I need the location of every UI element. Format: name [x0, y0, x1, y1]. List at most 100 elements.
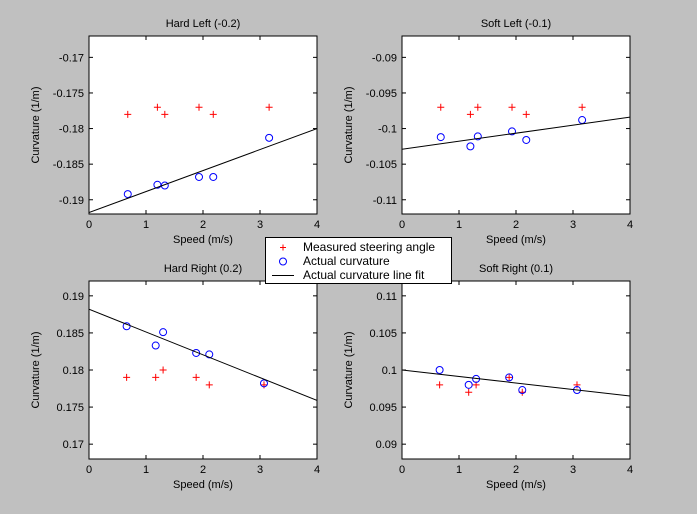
measured-point [192, 373, 200, 381]
x-tick-label: 1 [456, 219, 462, 231]
plus-marker-icon [280, 244, 286, 251]
measured-point [123, 373, 131, 381]
plot-area [401, 35, 631, 215]
data-layer [402, 103, 630, 151]
x-tick-label: 3 [257, 464, 263, 476]
legend: Measured steering angle Actual curvature… [265, 237, 452, 284]
measured-point [522, 110, 530, 118]
x-tick-label: 0 [399, 464, 405, 476]
y-tick-label: -0.11 [373, 195, 397, 207]
circle-marker-icon [279, 257, 287, 266]
y-tick-label: 0.175 [56, 402, 84, 414]
chart-title: Hard Right (0.2) [164, 263, 242, 275]
x-tick-label: 1 [456, 464, 462, 476]
y-tick-label: 0.09 [376, 439, 397, 451]
legend-label-fit: Actual curvature line fit [303, 268, 425, 282]
legend-entry-measured: Measured steering angle [266, 240, 451, 255]
measured-point [466, 110, 474, 118]
measured-point [153, 103, 161, 111]
chart-title: Soft Right (0.1) [479, 263, 553, 275]
y-tick-label: -0.095 [366, 88, 397, 100]
y-tick-label: 0.185 [56, 328, 84, 340]
x-tick-label: 0 [86, 219, 92, 231]
fit-line [89, 308, 317, 401]
y-tick-label: -0.105 [366, 159, 397, 171]
actual-point [436, 133, 445, 142]
actual-point [123, 190, 132, 199]
x-tick-label: 3 [570, 219, 576, 231]
measured-point [437, 103, 445, 111]
actual-point [259, 379, 268, 388]
measured-point [195, 103, 203, 111]
legend-entry-fit: Actual curvature line fit [266, 268, 451, 283]
measured-point [436, 381, 444, 389]
actual-point [151, 341, 160, 350]
y-axis-label: Curvature (1/m) [30, 86, 42, 163]
x-axis-label: Speed (m/s) [173, 234, 233, 246]
measured-point [265, 103, 273, 111]
actual-point [508, 127, 517, 136]
measured-point [124, 110, 132, 118]
x-tick-label: 0 [399, 219, 405, 231]
fit-line [402, 116, 630, 150]
y-axis-label: Curvature (1/m) [343, 86, 355, 163]
measured-point [578, 103, 586, 111]
y-tick-label: 0.18 [63, 365, 84, 377]
actual-point [265, 133, 274, 142]
y-tick-label: -0.17 [59, 52, 84, 64]
x-tick-label: 2 [513, 464, 519, 476]
y-tick-label: 0.17 [63, 439, 84, 451]
data-layer [89, 103, 317, 214]
x-axis-label: Speed (m/s) [486, 479, 546, 491]
measured-point [508, 103, 516, 111]
x-tick-label: 4 [314, 219, 320, 231]
plot-area [88, 35, 318, 215]
line-marker-icon [272, 275, 294, 276]
subplot-1: Hard Left (-0.2) 0 1 2 3 4 -0.19 -0.185 -0.18 -0.… [30, 18, 320, 246]
y-tick-label: -0.1 [378, 124, 397, 136]
y-tick-label: 0.095 [369, 402, 397, 414]
actual-point [205, 350, 214, 359]
actual-point [195, 172, 204, 181]
legend-entry-actual: Actual curvature [266, 254, 451, 269]
y-tick-label: 0.19 [63, 291, 84, 303]
y-tick-label: -0.19 [59, 195, 84, 207]
actual-point [522, 135, 531, 144]
x-tick-label: 1 [143, 219, 149, 231]
actual-point [209, 172, 218, 181]
x-tick-label: 2 [513, 219, 519, 231]
fit-line [89, 128, 317, 214]
actual-point [159, 328, 168, 337]
x-tick-label: 0 [86, 464, 92, 476]
actual-point [435, 366, 444, 374]
y-axis-label: Curvature (1/m) [343, 331, 355, 408]
y-tick-label: -0.175 [53, 88, 84, 100]
y-tick-label: 0.105 [369, 328, 397, 340]
measured-point [474, 103, 482, 111]
y-tick-label: -0.185 [53, 159, 84, 171]
y-axis-label: Curvature (1/m) [30, 331, 42, 408]
y-tick-label: 0.11 [376, 291, 397, 303]
fit-line [402, 369, 630, 397]
measured-point [205, 381, 213, 389]
y-tick-label: -0.09 [372, 52, 397, 64]
x-tick-label: 4 [314, 464, 320, 476]
x-tick-label: 4 [627, 219, 633, 231]
measured-point [159, 366, 167, 374]
subplot-3: Hard Right (0.2) 0 1 2 3 4 0.17 0.175 0.18 0.185 0… [30, 263, 320, 491]
actual-point [518, 386, 527, 395]
chart-title: Soft Left (-0.1) [481, 18, 551, 30]
x-axis-label: Speed (m/s) [173, 479, 233, 491]
legend-label-actual: Actual curvature [303, 254, 390, 268]
data-layer [89, 308, 317, 401]
measured-point [209, 110, 217, 118]
actual-point [505, 373, 514, 382]
subplot-2: Soft Left (-0.1) 0 1 2 3 4 -0.11 -0.105 -0.1 -0.0… [343, 18, 633, 246]
measured-point [161, 110, 169, 118]
y-tick-label: -0.18 [59, 124, 84, 136]
x-tick-label: 3 [257, 219, 263, 231]
x-axis-label: Speed (m/s) [486, 234, 546, 246]
legend-label-measured: Measured steering angle [303, 240, 436, 254]
plot-area [88, 280, 318, 460]
